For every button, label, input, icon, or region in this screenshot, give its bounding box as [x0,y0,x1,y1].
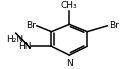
Text: Br: Br [26,21,36,30]
Text: N: N [66,59,73,69]
Text: Br: Br [110,21,119,30]
Text: CH₃: CH₃ [61,1,78,10]
Text: H₂N: H₂N [6,35,23,44]
Text: HN: HN [18,42,31,51]
